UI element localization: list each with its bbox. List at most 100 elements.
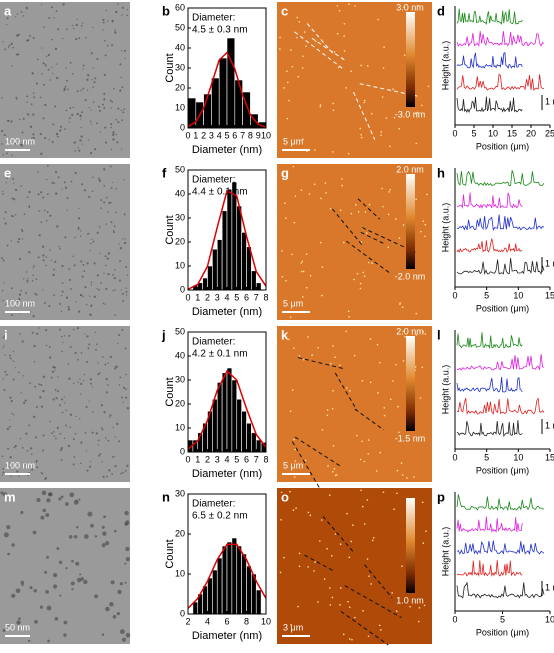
particle (117, 121, 120, 124)
bar (241, 410, 247, 453)
particle (43, 209, 46, 212)
profile-trace (456, 353, 545, 371)
afm-dot (288, 99, 290, 102)
afm-dot (286, 70, 288, 73)
particle (11, 593, 16, 598)
particle (46, 165, 49, 167)
particle (113, 225, 116, 228)
particle (17, 371, 20, 374)
particle (44, 570, 48, 574)
particle (68, 535, 73, 539)
colorbar-min: -2.0 nm (395, 271, 426, 281)
particle (107, 44, 109, 47)
particle (1, 143, 3, 145)
y-tick-label: 40 (175, 350, 185, 360)
profile-trace (456, 8, 523, 25)
particle (111, 456, 114, 458)
particle (45, 476, 48, 479)
afm-dot (360, 64, 362, 67)
particle (5, 304, 7, 306)
profile-trace (456, 581, 545, 599)
particle (82, 68, 84, 70)
particle (9, 396, 12, 399)
particle (125, 632, 131, 638)
particle (71, 113, 74, 116)
profile-trace (456, 170, 545, 187)
afm-guide (332, 208, 363, 245)
particle (26, 95, 29, 98)
particle (12, 378, 15, 381)
particle (10, 240, 13, 242)
particle (125, 396, 128, 399)
afm-dot (368, 203, 371, 206)
afm-dot (369, 338, 372, 340)
particle (103, 201, 106, 204)
particle (68, 117, 71, 120)
afm-dot (350, 70, 352, 72)
y-tick-label: 40 (175, 42, 185, 52)
particle (79, 114, 82, 118)
particle (45, 219, 48, 222)
afm-dot (281, 250, 283, 252)
afm-dot (347, 310, 350, 313)
particle (72, 438, 75, 441)
particle (42, 434, 45, 437)
particle (69, 346, 72, 349)
particle (32, 133, 35, 136)
x-tick-label: 4 (224, 454, 229, 464)
afm-dot (351, 638, 353, 641)
particle (41, 47, 43, 49)
particle (92, 240, 95, 243)
particle (81, 183, 84, 186)
afm-dot (297, 605, 299, 608)
particle (79, 139, 82, 142)
particle (107, 272, 110, 276)
y-tick-label: 30 (175, 212, 185, 222)
particle (25, 432, 28, 435)
afm-dot (308, 193, 311, 195)
afm-dot (350, 540, 352, 543)
particle (41, 245, 45, 248)
afm-dot (291, 65, 294, 68)
particle (84, 333, 86, 335)
particle (59, 449, 62, 452)
bar (246, 422, 252, 453)
particle (125, 294, 128, 296)
profile-trace (456, 214, 545, 231)
afm-dot (329, 207, 332, 210)
particle (121, 49, 123, 52)
particle (1, 257, 4, 260)
particle (67, 444, 70, 448)
afm-dot (357, 210, 360, 213)
afm-dot (303, 31, 306, 33)
y-axis-label: Count (164, 53, 176, 82)
scale-label: 5 μm (283, 298, 303, 308)
x-tick-label: 10 (261, 616, 271, 626)
particle (27, 639, 31, 643)
particle (103, 168, 106, 171)
particle (119, 260, 122, 263)
particle (114, 367, 117, 370)
particle (12, 46, 14, 49)
scale-label: 100 nm (5, 460, 35, 470)
x-axis-label: Position (μm) (476, 303, 529, 313)
particle (9, 419, 11, 421)
afm-dot (365, 232, 368, 234)
y-tick-label: 0 (180, 284, 185, 294)
y-axis-label: Height (a.u.) (440, 527, 450, 577)
afm-dot (294, 195, 297, 197)
x-axis-label: Diameter (nm) (192, 306, 262, 318)
bar (216, 382, 223, 453)
particle (121, 119, 124, 122)
particle (33, 264, 36, 267)
afm-guide (294, 31, 344, 70)
bar (221, 372, 228, 453)
particle (120, 109, 123, 112)
afm-dot (286, 81, 289, 84)
particle (76, 526, 79, 529)
particle (3, 218, 5, 220)
afm-dot (332, 345, 334, 347)
particle (80, 352, 83, 354)
particle (72, 106, 74, 109)
afm-dot (360, 241, 363, 244)
